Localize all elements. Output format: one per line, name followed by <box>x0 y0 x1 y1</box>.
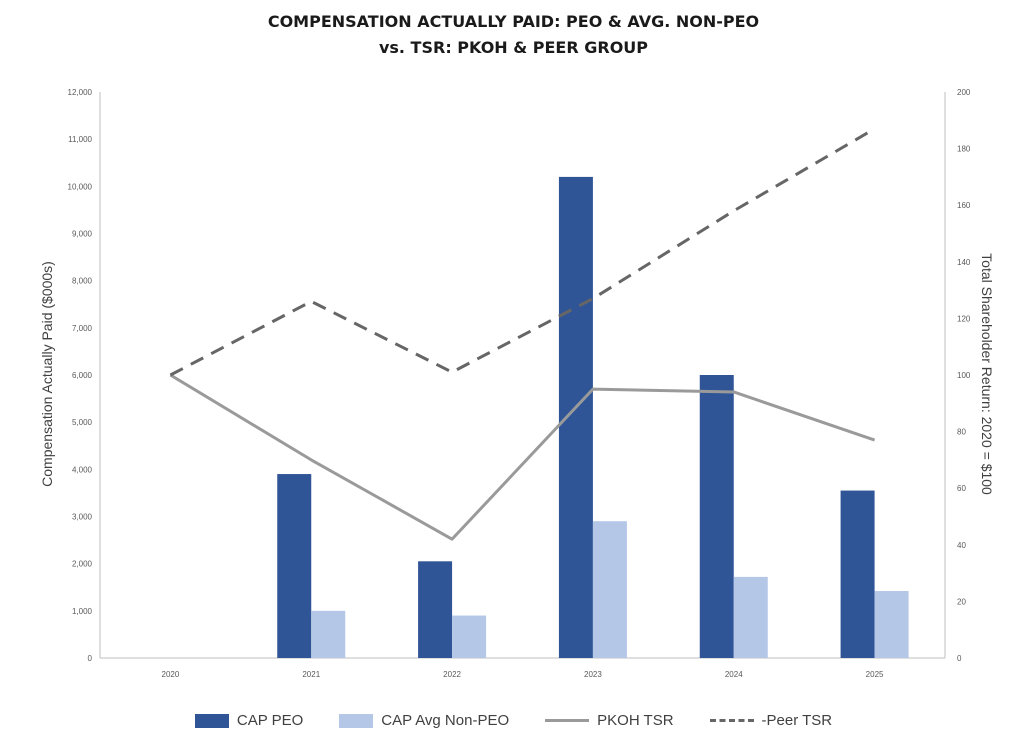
axes <box>99 92 946 659</box>
bar-cap-avg-non-peo <box>592 521 627 658</box>
y-tick-label-right: 0 <box>957 654 962 663</box>
legend-label-cap-peo: CAP PEO <box>236 712 304 729</box>
y-tick-label-right: 120 <box>957 314 971 323</box>
legend-item-cap-peo: CAP PEO <box>194 712 304 729</box>
legend-swatch-cap-peo <box>194 713 229 728</box>
legend-label-cap-avg-non-peo: CAP Avg Non-PEO <box>381 712 510 729</box>
y-tick-label-left: 5,000 <box>72 418 93 427</box>
y-tick-label-right: 140 <box>957 258 971 267</box>
y-tick-label-right: 40 <box>957 541 966 550</box>
y-tick-label-right: 20 <box>957 597 966 606</box>
legend-swatch-cap-avg-non-peo <box>339 713 374 728</box>
legend-swatch-peer-tsr <box>709 719 754 722</box>
bar-cap-peo <box>277 474 312 658</box>
y-tick-label-right: 180 <box>957 145 971 154</box>
line-pkoh-tsr <box>169 373 876 541</box>
x-tick-label: 2022 <box>443 670 461 679</box>
y-tick-label-left: 1,000 <box>72 607 93 616</box>
tick-labels: 0 1,000 2,000 3,000 4,000 5,000 6,000 7,000 8,00… <box>68 88 971 679</box>
y-tick-label-right: 200 <box>957 88 971 97</box>
y-tick-label-left: 7,000 <box>72 324 93 333</box>
chart-title: COMPENSATION ACTUALLY PAID: PEO & AVG. N… <box>267 12 760 31</box>
bar-cap-peo <box>699 375 734 658</box>
legend-label-peer-tsr: -Peer TSR <box>761 712 833 729</box>
line-peer-tsr <box>169 127 876 377</box>
legend-swatch-pkoh-tsr <box>545 719 590 722</box>
bar-cap-peo <box>840 490 875 658</box>
y-axis-label-right: Total Shareholder Return: 2020 = $100 <box>979 253 995 495</box>
y-tick-label-left: 6,000 <box>72 371 93 380</box>
x-tick-label: 2021 <box>302 670 320 679</box>
bar-cap-avg-non-peo <box>874 591 909 658</box>
y-axis-label-left: Compensation Actually Paid ($000s) <box>39 261 55 487</box>
x-tick-label: 2023 <box>584 670 602 679</box>
legend-item-pkoh-tsr: PKOH TSR <box>545 712 674 729</box>
legend-item-cap-avg-non-peo: CAP Avg Non-PEO <box>339 712 509 729</box>
bar-cap-peo <box>558 176 593 658</box>
y-tick-label-left: 10,000 <box>68 182 93 191</box>
y-tick-label-left: 2,000 <box>72 560 93 569</box>
y-tick-label-right: 100 <box>957 371 971 380</box>
y-tick-label-left: 12,000 <box>68 88 93 97</box>
y-tick-label-left: 3,000 <box>72 513 93 522</box>
legend: CAP PEO CAP Avg Non-PEO PKOH TSR -Peer T… <box>0 712 1027 729</box>
chart-subtitle: vs. TSR: PKOH & PEER GROUP <box>378 38 649 57</box>
bar-cap-avg-non-peo <box>733 576 768 658</box>
y-tick-label-left: 11,000 <box>68 135 92 144</box>
x-tick-label: 2025 <box>866 670 884 679</box>
plot-area: 0 1,000 2,000 3,000 4,000 5,000 6,000 7,000 8,00… <box>39 88 995 679</box>
bars <box>277 176 909 658</box>
bar-cap-avg-non-peo <box>452 615 487 658</box>
y-tick-label-right: 80 <box>957 428 966 437</box>
tsr-lines <box>169 127 876 541</box>
bar-cap-peo <box>418 561 453 658</box>
y-tick-label-right: 60 <box>957 484 966 493</box>
y-tick-label-right: 160 <box>957 201 971 210</box>
legend-item-peer-tsr: -Peer TSR <box>709 712 833 729</box>
x-tick-label: 2024 <box>725 670 743 679</box>
y-tick-label-left: 4,000 <box>72 465 93 474</box>
legend-label-pkoh-tsr: PKOH TSR <box>597 712 674 729</box>
bar-cap-avg-non-peo <box>311 610 346 658</box>
y-tick-label-left: 9,000 <box>72 230 93 239</box>
y-tick-label-left: 8,000 <box>72 277 93 286</box>
y-tick-label-left: 0 <box>88 654 93 663</box>
x-tick-label: 2020 <box>162 670 180 679</box>
